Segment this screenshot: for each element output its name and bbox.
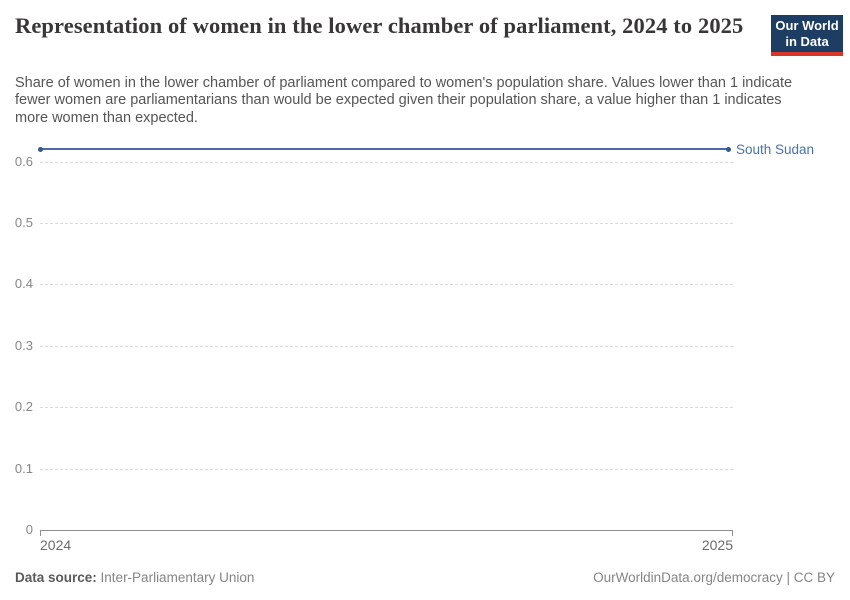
y-axis-tick-label: 0.4 [14,276,33,292]
y-axis-tick-label: 0.5 [14,215,33,230]
chart-title: Representation of women in the lower cha… [15,13,744,38]
data-point-marker[interactable] [726,146,731,152]
chart-footer: Data source: Inter-Parliamentary Union O… [15,569,835,586]
data-source-value: Inter-Parliamentary Union [100,570,255,585]
y-axis-tick-label: 0.6 [14,153,33,169]
gridline [40,223,733,224]
series-label[interactable]: South Sudan [736,142,815,158]
data-point-marker[interactable] [38,146,43,152]
gridline [40,284,733,286]
owid-logo[interactable]: Our World in Data [771,15,843,56]
gridline [40,468,733,470]
data-source-note: Data source: Inter-Parliamentary Union [15,569,254,586]
y-axis-tick-label: 0.3 [14,337,33,353]
series-line-south-sudan[interactable] [40,148,728,151]
x-axis-line [40,530,733,536]
owid-logo-line1: Our World [775,18,839,33]
gridline [40,345,733,347]
attribution-link[interactable]: OurWorldinData.org/democracy | CC BY [593,570,835,585]
x-axis-tick-label-2024: 2024 [40,537,72,553]
gridline [40,161,733,163]
gridline [40,407,733,409]
y-axis-tick-label: 0.2 [14,399,33,415]
x-axis-tick-label-2025: 2025 [701,537,733,553]
chart-subtitle: Share of women in the lower chamber of p… [15,75,793,126]
y-axis-tick-label: 0.1 [14,460,33,476]
data-source-label: Data source: [15,570,97,585]
y-axis-tick-label: 0 [25,522,33,537]
owid-logo-line2: in Data [785,34,829,49]
